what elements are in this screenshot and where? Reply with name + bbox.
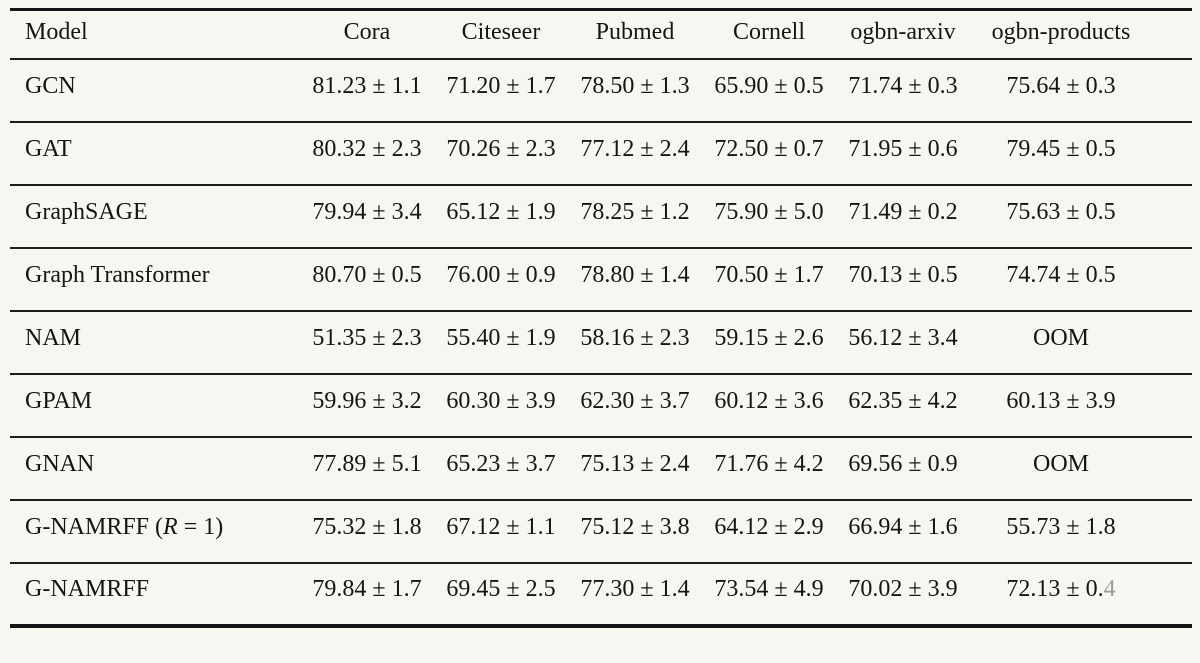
table-row: GAT 80.32 ± 2.3 70.26 ± 2.3 77.12 ± 2.4 72.5… bbox=[10, 121, 1192, 185]
model-cell: GNAN bbox=[25, 450, 95, 477]
value-cell: OOM bbox=[1032, 324, 1089, 351]
value-cell: 75.13 ± 2.4 bbox=[580, 450, 690, 477]
value-cell: 70.50 ± 1.7 bbox=[714, 261, 824, 288]
table-row: GraphSAGE 79.94 ± 3.4 65.12 ± 1.9 78.25 ± 1… bbox=[10, 184, 1192, 248]
value-cell: 65.90 ± 0.5 bbox=[714, 72, 824, 99]
value-cell: 64.12 ± 2.9 bbox=[714, 513, 824, 540]
model-cell: GCN bbox=[25, 72, 76, 99]
results-table: Model Cora Citeseer Pubmed Cornell ogbn-arxiv… bbox=[10, 8, 1192, 628]
value-cell: 79.94 ± 3.4 bbox=[312, 198, 422, 225]
column-header: Citeseer bbox=[461, 18, 541, 45]
value-cell: 77.89 ± 5.1 bbox=[312, 450, 422, 477]
value-cell: 60.13 ± 3.9 bbox=[1006, 387, 1116, 414]
value-cell: 75.90 ± 5.0 bbox=[714, 198, 824, 225]
value-cell: 74.74 ± 0.5 bbox=[1006, 261, 1116, 288]
value-cell: 51.35 ± 2.3 bbox=[312, 324, 422, 351]
table-row: GNAN 77.89 ± 5.1 65.23 ± 3.7 75.13 ± 2.4 71.… bbox=[10, 436, 1192, 500]
value-cell: 67.12 ± 1.1 bbox=[446, 513, 556, 540]
value-cell: 66.94 ± 1.6 bbox=[848, 513, 958, 540]
column-header: Pubmed bbox=[595, 18, 675, 45]
value-cell: 81.23 ± 1.1 bbox=[312, 72, 422, 99]
table-header: Model Cora Citeseer Pubmed Cornell ogbn-arxiv… bbox=[10, 10, 1192, 59]
value-cell: 62.30 ± 3.7 bbox=[580, 387, 690, 414]
value-cell: 71.49 ± 0.2 bbox=[848, 198, 958, 225]
value-cell: 79.45 ± 0.5 bbox=[1006, 135, 1116, 162]
model-cell: G-NAMRFF bbox=[25, 576, 150, 602]
value-cell: 60.12 ± 3.6 bbox=[714, 387, 824, 414]
value-cell: 69.45 ± 2.5 bbox=[446, 576, 556, 602]
table-body: GCN 81.23 ± 1.1 71.20 ± 1.7 78.50 ± 1.3 65.9… bbox=[10, 58, 1192, 626]
table-row: GCN 81.23 ± 1.1 71.20 ± 1.7 78.50 ± 1.3 65.9… bbox=[10, 58, 1192, 122]
value-cell: 72.13 ± 0.4 bbox=[1006, 576, 1116, 602]
column-header: Model bbox=[25, 18, 88, 45]
faded-digit: 4 bbox=[1103, 576, 1116, 602]
model-cell: G-NAMRFF (R = 1) bbox=[25, 513, 224, 540]
value-cell: 75.63 ± 0.5 bbox=[1006, 198, 1116, 225]
value-cell: 78.50 ± 1.3 bbox=[580, 72, 690, 99]
value-cell: 71.74 ± 0.3 bbox=[848, 72, 958, 99]
value-cell: 69.56 ± 0.9 bbox=[848, 450, 958, 477]
model-cell: NAM bbox=[25, 324, 82, 351]
value-cell: 59.15 ± 2.6 bbox=[714, 324, 824, 351]
value-cell: 71.20 ± 1.7 bbox=[446, 72, 556, 99]
column-header: ogbn-products bbox=[991, 18, 1131, 45]
column-header: Cornell bbox=[733, 18, 805, 45]
value-cell: 59.96 ± 3.2 bbox=[312, 387, 422, 414]
table-row: NAM 51.35 ± 2.3 55.40 ± 1.9 58.16 ± 2.3 59.1… bbox=[10, 310, 1192, 374]
value-cell: 77.30 ± 1.4 bbox=[580, 576, 690, 602]
column-header: ogbn-arxiv bbox=[850, 18, 956, 45]
value-cell: 75.32 ± 1.8 bbox=[312, 513, 422, 540]
value-cell: 72.50 ± 0.7 bbox=[714, 135, 824, 162]
value-cell: 70.02 ± 3.9 bbox=[848, 576, 958, 602]
value-cell: 77.12 ± 2.4 bbox=[580, 135, 690, 162]
value-cell: 65.23 ± 3.7 bbox=[446, 450, 556, 477]
value-cell: 80.70 ± 0.5 bbox=[312, 261, 422, 288]
value-cell: 55.40 ± 1.9 bbox=[446, 324, 556, 351]
value-cell: 58.16 ± 2.3 bbox=[580, 324, 690, 351]
table-row: G-NAMRFF 79.84 ± 1.7 69.45 ± 2.5 77.30 ± 1.… bbox=[10, 562, 1192, 626]
value-cell: 65.12 ± 1.9 bbox=[446, 198, 556, 225]
table-row: Graph Transformer 80.70 ± 0.5 76.00 ± 0.9 7… bbox=[10, 247, 1192, 311]
header-row: Model Cora Citeseer Pubmed Cornell ogbn-arxiv… bbox=[10, 10, 1192, 59]
value-cell: 56.12 ± 3.4 bbox=[848, 324, 958, 351]
value-cell: 73.54 ± 4.9 bbox=[714, 576, 824, 602]
value-cell: 60.30 ± 3.9 bbox=[446, 387, 556, 414]
table-row: G-NAMRFF (R = 1) 75.32 ± 1.8 67.12 ± 1.1 75… bbox=[10, 499, 1192, 563]
value-cell: 70.13 ± 0.5 bbox=[848, 261, 958, 288]
value-cell: OOM bbox=[1032, 450, 1089, 477]
value-cell: 79.84 ± 1.7 bbox=[312, 576, 422, 602]
value-cell: 70.26 ± 2.3 bbox=[446, 135, 556, 162]
value-cell: 55.73 ± 1.8 bbox=[1006, 513, 1116, 540]
model-cell: Graph Transformer bbox=[25, 261, 210, 288]
value-cell: 62.35 ± 4.2 bbox=[848, 387, 958, 414]
model-cell: GPAM bbox=[25, 387, 93, 414]
value-cell: 75.64 ± 0.3 bbox=[1006, 72, 1116, 99]
value-cell: 76.00 ± 0.9 bbox=[446, 261, 556, 288]
value-cell: 75.12 ± 3.8 bbox=[580, 513, 690, 540]
value-cell: 71.95 ± 0.6 bbox=[848, 135, 958, 162]
value-cell: 78.80 ± 1.4 bbox=[580, 261, 690, 288]
value-cell: 80.32 ± 2.3 bbox=[312, 135, 422, 162]
value-cell: 71.76 ± 4.2 bbox=[714, 450, 824, 477]
model-cell: GraphSAGE bbox=[25, 198, 148, 225]
column-header: Cora bbox=[343, 18, 391, 45]
value-cell: 78.25 ± 1.2 bbox=[580, 198, 690, 225]
model-cell: GAT bbox=[25, 135, 72, 162]
table-row: GPAM 59.96 ± 3.2 60.30 ± 3.9 62.30 ± 3.7 60.… bbox=[10, 373, 1192, 437]
